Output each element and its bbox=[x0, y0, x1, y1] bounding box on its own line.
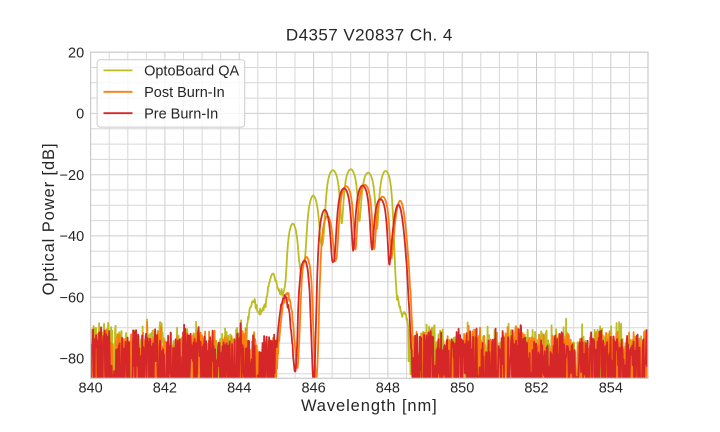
svg-text:OptoBoard QA: OptoBoard QA bbox=[144, 64, 239, 80]
svg-text:846: 846 bbox=[301, 380, 325, 396]
svg-text:854: 854 bbox=[599, 380, 623, 396]
svg-text:20: 20 bbox=[68, 45, 84, 61]
svg-text:850: 850 bbox=[450, 380, 474, 396]
svg-text:848: 848 bbox=[376, 380, 400, 396]
svg-text:Optical Power [dB]: Optical Power [dB] bbox=[40, 143, 58, 296]
svg-text:844: 844 bbox=[227, 380, 251, 396]
svg-text:−80: −80 bbox=[60, 352, 85, 368]
svg-text:−20: −20 bbox=[60, 168, 85, 184]
svg-text:852: 852 bbox=[524, 380, 548, 396]
svg-text:840: 840 bbox=[78, 380, 102, 396]
svg-text:Wavelength [nm]: Wavelength [nm] bbox=[301, 397, 438, 415]
svg-text:D4357 V20837 Ch. 4: D4357 V20837 Ch. 4 bbox=[286, 26, 453, 45]
svg-text:−60: −60 bbox=[60, 290, 85, 306]
svg-text:842: 842 bbox=[153, 380, 177, 396]
svg-text:Pre Burn-In: Pre Burn-In bbox=[144, 106, 218, 122]
svg-text:−40: −40 bbox=[60, 229, 85, 245]
svg-text:Post Burn-In: Post Burn-In bbox=[144, 85, 225, 101]
svg-text:0: 0 bbox=[76, 107, 84, 123]
